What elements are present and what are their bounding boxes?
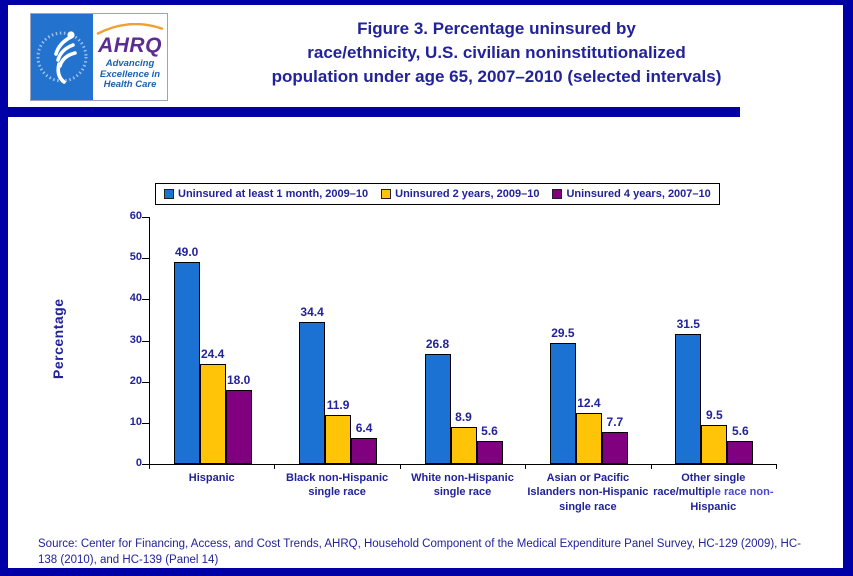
x-tick-mark (399, 464, 401, 469)
ahrq-logo: AHRQ Advancing Excellence in Health Care (30, 13, 168, 101)
y-tick-mark (142, 340, 149, 342)
hhs-eagle-logo-icon (31, 14, 93, 100)
x-tick-mark (274, 464, 276, 469)
bar-value-label: 7.7 (606, 415, 624, 430)
y-tick-mark (142, 464, 149, 465)
bar-2-1 (299, 322, 326, 464)
title-divider-rule (8, 107, 740, 117)
x-tick-mark (650, 464, 652, 469)
x-axis-label: Asian or Pacific Islanders non-Hispanic … (527, 472, 649, 513)
y-axis-title: Percentage (50, 298, 66, 380)
bar-3-3 (476, 440, 503, 464)
y-tick-label: 40 (129, 292, 142, 305)
bar-value-label: 34.4 (300, 305, 324, 320)
x-axis-label-part: le race non- (711, 486, 774, 499)
ahrq-arc-icon (96, 22, 164, 35)
legend-swatch (164, 189, 174, 199)
y-tick-mark (142, 381, 149, 383)
bar-value-label: 5.6 (731, 423, 749, 438)
y-tick-mark (142, 422, 149, 424)
bar-value-label: 5.6 (481, 423, 498, 438)
legend-item: Uninsured 4 years, 2007–10 (552, 188, 711, 200)
y-tick-label: 50 (129, 251, 142, 264)
ahrq-acronym: AHRQ (98, 33, 162, 57)
legend-label: Uninsured 4 years, 2007–10 (566, 188, 711, 200)
x-axis-label: Black non-Hispanic single race (286, 472, 389, 499)
bar-value-label: 49.0 (175, 245, 199, 260)
bar-value-label: 11.9 (326, 398, 350, 412)
bar-value-label: 8.9 (455, 410, 472, 425)
chart-legend: Uninsured at least 1 month, 2009–10 Unins… (155, 183, 720, 205)
x-axis-label: White non-Hispanic single race (411, 472, 514, 499)
plot-area: 49.0 24.4 18.0 34.4 11.9 6.4 26.8 8.9 5.6 29.5 12.… (149, 217, 777, 465)
bar-value-label: 29.5 (551, 325, 575, 340)
bar-1-2 (199, 363, 226, 464)
bar-4-2 (575, 412, 602, 464)
ahrq-tagline: Advancing Excellence in Health Care (99, 57, 161, 91)
bar-value-label: 26.8 (425, 336, 450, 351)
bar-3-1 (424, 353, 451, 464)
bar-value-label: 12.4 (577, 395, 601, 410)
legend-swatch (381, 189, 392, 199)
bar-5-2 (701, 424, 728, 464)
bar-4-3 (601, 432, 628, 464)
x-tick-mark (776, 464, 777, 469)
bar-5-3 (727, 440, 754, 464)
y-tick-label: 30 (129, 333, 142, 346)
y-tick-label: 10 (129, 415, 142, 428)
bar-2-3 (351, 437, 378, 464)
x-axis-label-part: Other single race/multip (653, 472, 746, 499)
bar-2-2 (325, 415, 352, 464)
y-tick-label: 20 (129, 374, 142, 387)
y-tick-label: 0 (135, 457, 142, 469)
x-axis-label: Hispanic (188, 472, 235, 484)
bar-5-1 (675, 334, 702, 464)
bar-value-label: 18.0 (227, 372, 251, 387)
y-tick-label: 60 (129, 210, 142, 222)
y-tick-mark (142, 217, 149, 218)
source-note: Source: Center for Financing, Access, an… (38, 538, 801, 566)
bar-4-1 (549, 342, 576, 464)
bar-value-label: 6.4 (355, 420, 373, 435)
x-axis-label: Other single race/multiple race non-Hisp… (648, 471, 779, 514)
y-tick-mark (142, 258, 149, 260)
bar-value-label: 31.5 (676, 317, 700, 332)
legend-label: Uninsured 2 years, 2009–10 (395, 188, 540, 200)
legend-item: Uninsured at least 1 month, 2009–10 (164, 188, 368, 200)
header: AHRQ Advancing Excellence in Health Care… (8, 5, 843, 107)
legend-label: Uninsured at least 1 month, 2009–10 (178, 188, 369, 200)
bar-1-3 (225, 389, 252, 464)
legend-item: Uninsured 2 years, 2009–10 (381, 188, 539, 200)
bar-1-1 (173, 262, 200, 464)
x-tick-mark (149, 464, 150, 469)
legend-swatch (552, 189, 563, 199)
y-tick-mark (142, 299, 149, 301)
chart-area: Uninsured at least 1 month, 2009–10 Unins… (8, 117, 843, 527)
x-tick-mark (525, 464, 527, 469)
bar-3-2 (450, 427, 477, 464)
ahrq-logo-text: AHRQ Advancing Excellence in Health Care (93, 14, 167, 100)
bar-value-label: 9.5 (705, 407, 723, 422)
bar-value-label: 24.4 (201, 346, 225, 361)
x-axis-label-part: Hispanic (690, 500, 737, 513)
figure-title: Figure 3. Percentage uninsured by race/e… (271, 19, 722, 86)
